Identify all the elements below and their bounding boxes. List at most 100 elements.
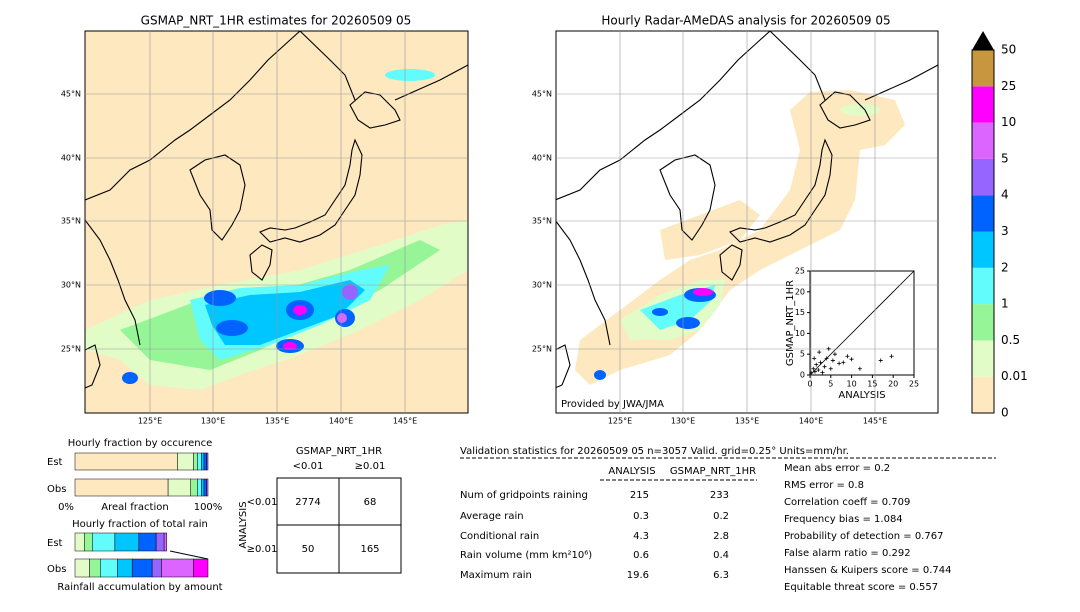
lat-label: 35°N — [532, 217, 552, 226]
colorbar-swatch — [972, 376, 994, 413]
row-header: <0.01 — [247, 497, 278, 508]
row-axis: ANALYSIS — [238, 501, 249, 548]
fraction-footer: Rainfall accumulation by amount — [57, 582, 222, 593]
stat-value: 0.6 — [633, 550, 649, 561]
colorbar-swatch — [972, 195, 994, 232]
lon-label: 130°E — [201, 417, 225, 426]
scatter-point — [814, 362, 819, 367]
scatter-point — [820, 370, 825, 375]
fraction-segment — [100, 558, 118, 578]
stat-value: 4.3 — [633, 531, 649, 542]
lon-label: 135°E — [735, 417, 759, 426]
scatter-point — [828, 366, 833, 371]
lon-label: 145°E — [863, 417, 887, 426]
scatter-point — [812, 369, 817, 374]
lat-label: 45°N — [61, 90, 81, 99]
fraction-segment — [190, 478, 198, 497]
lat-label: 30°N — [61, 281, 81, 290]
colorbar-frame — [971, 49, 995, 414]
scatter-point — [809, 370, 814, 375]
x-tick-label: 0 — [807, 380, 812, 389]
fraction-segment — [206, 452, 209, 471]
colorbar-label: 0.01 — [1001, 369, 1028, 383]
stat-value: 19.6 — [627, 570, 649, 581]
row-label: Est — [47, 457, 63, 468]
scatter-point — [811, 366, 816, 371]
row-header: ≥0.01 — [247, 544, 278, 555]
score: Probability of detection = 0.767 — [784, 531, 943, 542]
scatter-point — [826, 346, 831, 351]
fraction-segment — [201, 452, 205, 471]
fraction-segment — [89, 558, 101, 578]
colorbar-label: 3 — [1001, 224, 1009, 238]
col-header: ≥0.01 — [355, 461, 386, 472]
scatter-point — [849, 357, 854, 362]
score: Correlation coeff = 0.709 — [784, 497, 910, 508]
stat-label: Conditional rain — [460, 531, 539, 542]
x-tick-label: 5 — [828, 380, 833, 389]
fraction-segment — [193, 558, 209, 578]
lat-label: 30°N — [532, 281, 552, 290]
colorbar-swatch — [972, 50, 994, 87]
map-title: Hourly Radar-AMeDAS analysis for 2026050… — [601, 14, 890, 28]
table-cell: 2774 — [295, 497, 320, 508]
lat-label: 25°N — [61, 345, 81, 354]
stat-label: Average rain — [460, 511, 524, 522]
fraction-segment — [74, 478, 169, 497]
lon-label: 140°E — [799, 417, 823, 426]
scatter-point — [830, 358, 835, 363]
colorbar-extend — [972, 31, 994, 50]
fraction-segment — [203, 478, 207, 497]
stat-value: 0.4 — [713, 550, 729, 561]
scatter-point — [822, 364, 827, 369]
map-frame — [84, 30, 469, 414]
fraction-segment — [177, 452, 194, 471]
fraction-segment — [203, 452, 207, 471]
colorbar-label: 10 — [1001, 115, 1016, 129]
scatter-point — [837, 361, 842, 366]
fraction-segment — [74, 558, 90, 578]
lat-label: 40°N — [532, 154, 552, 163]
scatter-point — [818, 360, 823, 365]
stat-value: 215 — [630, 490, 649, 501]
scatter-point — [857, 366, 862, 371]
stat-value: 0.3 — [633, 511, 649, 522]
table-cell: 68 — [364, 497, 377, 508]
fraction-segment — [117, 558, 133, 578]
x-tick-label: 10 — [847, 380, 857, 389]
fraction-segment — [138, 532, 157, 552]
fraction-segment — [163, 532, 168, 552]
fraction-segment — [155, 532, 165, 552]
lon-label: 130°E — [671, 417, 695, 426]
colorbar-label: 25 — [1001, 79, 1016, 93]
fraction-segment — [206, 478, 209, 497]
score: Equitable threat score = 0.557 — [784, 582, 938, 593]
lat-label: 45°N — [532, 90, 552, 99]
fraction-segment — [161, 558, 194, 578]
row-label: Est — [47, 538, 63, 549]
scatter-point — [817, 350, 822, 355]
fraction-segment — [131, 558, 153, 578]
col-header: <0.01 — [293, 461, 324, 472]
rain-field — [85, 31, 468, 390]
scatter-point — [845, 354, 850, 359]
fraction-segment — [74, 452, 178, 471]
fraction-segment — [114, 532, 140, 552]
y-tick-label: 0 — [800, 371, 805, 380]
scatter-point — [832, 352, 837, 357]
fraction-segment — [151, 558, 162, 578]
stat-value: 0.2 — [713, 511, 729, 522]
fraction-segment — [193, 452, 198, 471]
diagonal — [809, 270, 915, 376]
y-tick-label: 25 — [795, 267, 805, 276]
y-tick-label: 5 — [800, 350, 805, 359]
stat-value: 6.3 — [713, 570, 729, 581]
colorbar-label: 4 — [1001, 188, 1009, 202]
lat-label: 25°N — [532, 345, 552, 354]
colorbar-swatch — [972, 340, 994, 377]
stat-label: Rain volume (mm km²10⁶) — [460, 550, 592, 561]
x-tick-label: 15 — [867, 380, 877, 389]
validation-header: Validation statistics for 20260509 05 n=… — [460, 446, 849, 457]
axis-label: 0% — [58, 502, 74, 513]
colorbar-label: 5 — [1001, 151, 1009, 165]
